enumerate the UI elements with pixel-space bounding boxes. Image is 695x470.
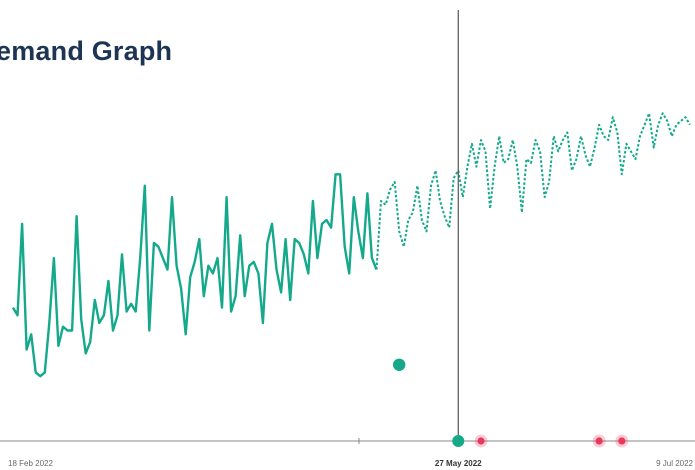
x-tick-label: 18 Feb 2022 [8,459,53,468]
cursor-handle-marker[interactable] [452,435,465,447]
event-marker-pink[interactable] [618,437,626,445]
tick-layer: 18 Feb 2022 27 May 2022 9 Jul 2022 [8,459,694,468]
page-title: emand Graph [0,36,173,66]
event-marker-pink[interactable] [595,437,603,445]
hover-point[interactable] [393,358,406,371]
forecast-series-line [375,112,691,270]
actual-series-line [11,173,378,378]
event-marker-pink[interactable] [477,437,485,445]
x-tick-label: 9 Jul 2022 [656,459,693,468]
x-tick-label: 27 May 2022 [435,459,482,468]
series-layer [11,112,691,378]
marker-layer [393,358,629,448]
